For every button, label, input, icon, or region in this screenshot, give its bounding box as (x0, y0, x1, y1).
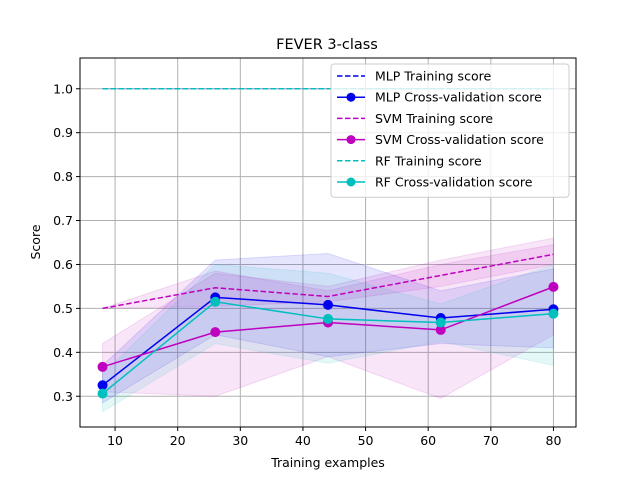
series-lines (97, 88, 559, 399)
x-tick-label: 20 (170, 433, 186, 448)
mlp-cross-validation-score-point (323, 299, 333, 310)
rf-cross-validation-score-legend-marker (346, 177, 356, 187)
y-tick-label: 0.6 (53, 257, 73, 272)
plot-frame (79, 57, 577, 428)
x-tick-label: 60 (420, 433, 436, 448)
y-tick-label: 0.3 (53, 389, 73, 404)
svm-training-score-line (102, 253, 554, 310)
rf-cross-validation-score-point (548, 308, 559, 319)
x-tick-label: 10 (107, 433, 123, 448)
x-tick-label: 50 (358, 433, 374, 448)
x-tick-label: 80 (546, 433, 562, 448)
x-tick-label: 70 (483, 433, 499, 448)
mlp-cross-validation-score-point (97, 380, 108, 391)
legend-label: MLP Training score (375, 69, 491, 84)
svm-cross-validation-score-point (548, 281, 559, 292)
legend-box (330, 63, 570, 198)
svm-cross-validation-score-point (97, 361, 108, 372)
y-tick-label: 0.9 (53, 125, 73, 140)
svm-cross-validation-score-legend-marker (346, 135, 356, 145)
legend-label: RF Training score (375, 153, 482, 168)
legend-label: MLP Cross-validation score (375, 90, 542, 105)
legend: MLP Training score MLP Cross-validation s… (330, 63, 570, 198)
rf-cross-validation-score-point (323, 313, 333, 324)
legend-label: SVM Training score (375, 111, 493, 126)
y-tick-label: 0.5 (53, 301, 73, 316)
y-tick-label: 0.7 (53, 213, 73, 228)
y-axis-label: Score (28, 224, 43, 259)
rf-cross-validation-score-point (97, 388, 108, 399)
legend-label: SVM Cross-validation score (375, 132, 544, 147)
chart-title: FEVER 3-class (276, 37, 378, 53)
y-tick-label: 0.8 (53, 169, 73, 184)
rf-cross-validation-score-point (435, 317, 446, 328)
legend-label: RF Cross-validation score (375, 175, 533, 190)
y-tick-label: 1.0 (53, 81, 73, 96)
x-tick-label: 40 (295, 433, 311, 448)
rf-cross-validation-score-point (210, 296, 221, 307)
x-axis-label: Training examples (270, 455, 385, 470)
y-tick-label: 0.4 (53, 345, 73, 360)
x-tick-label: 30 (232, 433, 248, 448)
svm-cross-validation-score-point (210, 327, 221, 338)
mlp-cross-validation-score-legend-marker (346, 92, 356, 102)
mlp-cross-validation-score-band (102, 252, 554, 404)
axis-ticks: 10 20 30 40 50 60 70 80 0.3 0.4 0.5 0.6 0.7 0.8 0.9 1.0 (53, 81, 561, 448)
